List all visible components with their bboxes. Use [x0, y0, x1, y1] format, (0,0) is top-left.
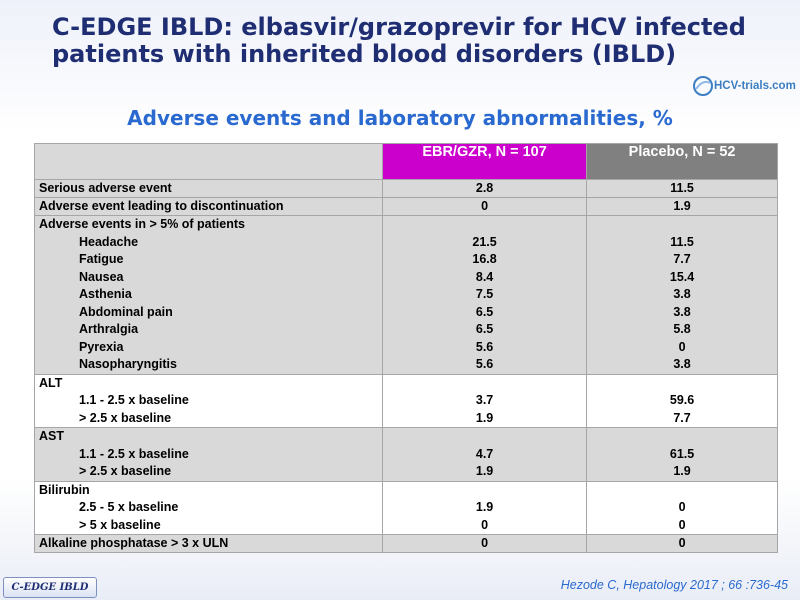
value-placebo: 7.7 [673, 252, 691, 266]
lab-label: 2.5 - 5 x baseline [79, 500, 179, 514]
value-placebo: 61.5 [669, 446, 695, 461]
lab-label: > 2.5 x baseline [79, 464, 172, 478]
group-ebr-values: 4.7 1.9 [382, 427, 588, 482]
adverse-events-table: EBR/GZR, N = 107 Placebo, N = 52 Serious… [33, 143, 778, 553]
value-ebr: 21.5 [472, 234, 497, 249]
value-ebr: 0 [382, 197, 588, 216]
lab-label: 1.1 - 2.5 x baseline [79, 446, 189, 461]
group-labels: ALT 1.1 - 2.5 x baseline > 2.5 x baselin… [33, 373, 384, 428]
value-ebr: 1.9 [475, 464, 494, 478]
value-placebo: 3.8 [673, 287, 691, 301]
group-ebr-values: 1.9 0 [382, 480, 588, 535]
value-ebr: 1.9 [475, 500, 494, 514]
header-placebo: Placebo, N = 52 [586, 143, 778, 180]
group-placebo-values: 11.5 7.7 15.4 3.8 3.8 5.8 0 3.8 [586, 215, 778, 375]
row-label: Serious adverse event [33, 179, 384, 198]
lab-label: > 2.5 x baseline [79, 410, 172, 425]
value-placebo: 0 [678, 339, 686, 354]
value-placebo: 7.7 [673, 410, 691, 425]
logo-text: HCV-trials.com [714, 80, 796, 92]
group-title: AST [39, 429, 64, 443]
group-title: ALT [39, 375, 63, 390]
table-header-row: EBR/GZR, N = 107 Placebo, N = 52 [33, 143, 778, 180]
table-row-alkaline-phosphatase: Alkaline phosphatase > 3 x ULN 0 0 [33, 534, 778, 553]
title-line-1: C-EDGE IBLD: elbasvir/grazoprevir for HC… [52, 13, 746, 41]
hcv-trials-logo: HCV-trials.com [692, 74, 796, 98]
header-ebr-gzr: EBR/GZR, N = 107 [382, 143, 588, 180]
value-ebr: 7.5 [475, 287, 494, 301]
value-ebr: 16.8 [472, 252, 497, 266]
value-placebo: 0 [586, 534, 778, 553]
group-ebr-values: 3.7 1.9 [382, 373, 588, 428]
group-labels: AST 1.1 - 2.5 x baseline > 2.5 x baselin… [33, 427, 384, 482]
header-blank-cell [33, 143, 384, 180]
value-placebo: 1.9 [586, 197, 778, 216]
value-ebr: 3.7 [475, 393, 494, 407]
value-placebo: 1.9 [673, 464, 691, 478]
group-placebo-values: 0 0 [586, 480, 778, 535]
value-placebo: 0 [678, 500, 686, 514]
ae-label: Headache [79, 234, 139, 249]
lab-label: 1.1 - 2.5 x baseline [79, 393, 189, 407]
group-placebo-values: 61.5 1.9 [586, 427, 778, 482]
value-ebr: 0 [481, 517, 489, 532]
study-label-badge: C-EDGE IBLD [3, 577, 97, 598]
value-placebo: 59.6 [669, 393, 695, 407]
table-row-alt: ALT 1.1 - 2.5 x baseline > 2.5 x baselin… [33, 373, 778, 428]
table-row-bilirubin: Bilirubin 2.5 - 5 x baseline > 5 x basel… [33, 480, 778, 535]
value-ebr: 0 [382, 534, 588, 553]
value-ebr: 1.9 [475, 410, 494, 425]
title-line-2: patients with inherited blood disorders … [52, 40, 677, 68]
row-label: Alkaline phosphatase > 3 x ULN [33, 534, 384, 553]
value-placebo: 3.8 [673, 357, 691, 371]
table-row-serious: Serious adverse event 2.8 11.5 [33, 179, 778, 198]
group-labels: Adverse events in > 5% of patients Heada… [33, 215, 384, 375]
citation: Hezode C, Hepatology 2017 ; 66 :736-45 [560, 578, 788, 592]
value-placebo: 15.4 [669, 269, 695, 284]
group-placebo-values: 59.6 7.7 [586, 373, 778, 428]
ae-label: Abdominal pain [79, 304, 173, 319]
ae-label: Arthralgia [79, 322, 139, 336]
lab-label: > 5 x baseline [79, 517, 161, 532]
group-ebr-values: 21.5 16.8 8.4 7.5 6.5 6.5 5.6 5.6 [382, 215, 588, 375]
table-row-ast: AST 1.1 - 2.5 x baseline > 2.5 x baselin… [33, 427, 778, 482]
value-ebr: 8.4 [475, 269, 494, 284]
row-label: Adverse event leading to discontinuation [33, 197, 384, 216]
ae-label: Nausea [79, 269, 124, 284]
table-row-ae-group: Adverse events in > 5% of patients Heada… [33, 215, 778, 375]
value-ebr: 4.7 [475, 446, 494, 461]
value-ebr: 5.6 [475, 339, 494, 354]
slide-title: C-EDGE IBLD: elbasvir/grazoprevir for HC… [52, 14, 752, 68]
group-labels: Bilirubin 2.5 - 5 x baseline > 5 x basel… [33, 480, 384, 535]
ae-label: Fatigue [79, 252, 124, 266]
ae-label: Asthenia [79, 287, 132, 301]
value-ebr: 6.5 [475, 304, 494, 319]
ae-label: Pyrexia [79, 339, 124, 354]
value-ebr: 5.6 [475, 357, 494, 371]
group-title: Bilirubin [39, 482, 90, 497]
value-placebo: 0 [678, 517, 686, 532]
ae-label: Nasopharyngitis [79, 357, 177, 371]
value-placebo: 11.5 [670, 234, 694, 249]
slide-subtitle: Adverse events and laboratory abnormalit… [127, 106, 673, 130]
value-ebr: 6.5 [475, 322, 494, 336]
value-placebo: 3.8 [673, 304, 691, 319]
hcv-trials-logo-icon [693, 76, 713, 96]
group-title: Adverse events in > 5% of patients [39, 217, 245, 231]
value-ebr: 2.8 [382, 179, 588, 198]
value-placebo: 11.5 [586, 179, 778, 198]
table-row-discontinuation: Adverse event leading to discontinuation… [33, 197, 778, 216]
value-placebo: 5.8 [673, 322, 691, 336]
